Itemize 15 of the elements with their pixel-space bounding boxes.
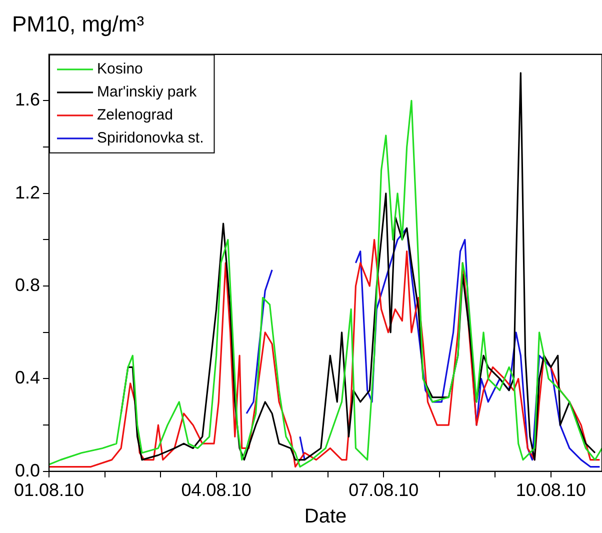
x-tick-label: 10.08.10: [516, 480, 586, 500]
legend-label: Kosino: [97, 60, 143, 78]
y-tick-label: 0.0: [14, 460, 40, 480]
x-axis-title: Date: [304, 506, 347, 528]
y-axis-title: PM10, mg/m³: [12, 11, 144, 36]
y-tick-label: 1.2: [14, 182, 40, 202]
y-tick-label: 0.4: [14, 368, 40, 388]
legend-label: Zelenograd: [97, 106, 173, 124]
x-tick-label: 04.08.10: [181, 480, 252, 500]
legend-label: Mar'inskiy park: [97, 84, 198, 101]
y-tick-label: 0.8: [14, 275, 40, 296]
x-tick-label: 07.08.10: [348, 480, 419, 500]
legend-label: Spiridonovka st.: [97, 130, 204, 147]
y-tick-label: 1.6: [14, 90, 40, 110]
x-tick-label: 01.08.10: [14, 480, 84, 500]
